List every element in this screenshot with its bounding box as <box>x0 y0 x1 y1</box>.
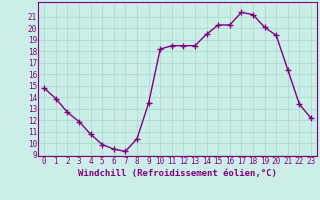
X-axis label: Windchill (Refroidissement éolien,°C): Windchill (Refroidissement éolien,°C) <box>78 169 277 178</box>
